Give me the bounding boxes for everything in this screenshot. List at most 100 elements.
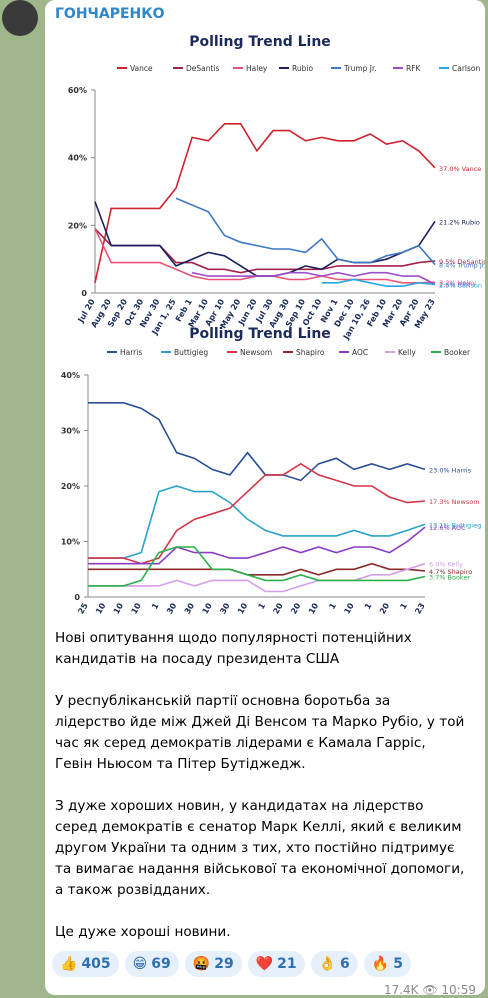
reaction-emoji: ❤️ — [255, 956, 274, 972]
end-value-label: 2.6% — [439, 281, 456, 289]
reaction-emoji: 🔥 — [371, 956, 390, 972]
time: 10:59 — [441, 983, 476, 997]
paragraph: Це дуже хороші новини. — [55, 924, 231, 940]
reaction-emoji: 👍 — [60, 956, 78, 972]
y-tick-label: 40% — [68, 154, 87, 163]
legend-label: Kelly — [398, 348, 416, 357]
reaction-count: 6 — [340, 956, 350, 972]
end-label: 17.3% Newsom — [429, 498, 480, 506]
legend-label: Vance — [130, 64, 153, 73]
series-line — [191, 271, 436, 285]
end-series-name: DeSantis — [458, 258, 485, 266]
reaction[interactable]: 👌 6 — [310, 951, 358, 977]
series-line — [321, 278, 436, 287]
legend-label: AOC — [352, 348, 368, 357]
reaction[interactable]: ❤️ 21 — [247, 951, 305, 977]
series-line — [175, 197, 436, 266]
end-label: 8.4% Trump Jr. — [439, 262, 485, 270]
end-series-name: Trump Jr. — [457, 262, 485, 270]
legend-label: Rubio — [292, 64, 313, 73]
end-value-label: 37.0% — [439, 165, 460, 173]
channel-name[interactable]: ГОНЧАРЕНКО — [55, 6, 165, 22]
reaction[interactable]: 😁 69 — [124, 951, 179, 977]
legend-label: Harris — [120, 348, 142, 357]
end-series-name: Harris — [452, 466, 472, 474]
x-tick-label: 1 — [257, 601, 268, 611]
end-label: 2.6% RFK — [439, 281, 471, 289]
y-tick-label: 40% — [61, 371, 80, 380]
end-label: 37.0% Vance — [439, 165, 481, 173]
meta: 17.4K 👁 10:59 — [383, 983, 476, 997]
end-label: 3.7% Booker — [429, 573, 470, 581]
end-label: 23.0% Harris — [429, 466, 472, 474]
series-line — [88, 546, 426, 587]
end-label: 12.6% AOC — [429, 524, 466, 532]
end-value-label: 21.2% — [439, 218, 460, 226]
end-series-name: Haley — [458, 279, 477, 287]
end-label: 2.5% Carlson — [439, 282, 482, 290]
legend-label: Shapiro — [296, 348, 325, 357]
end-value-label: 23.0% — [429, 466, 450, 474]
x-tick-label: 1 — [150, 601, 161, 611]
end-value-label: 2.5% — [439, 282, 456, 290]
end-series-name: Shapiro — [448, 568, 473, 576]
legend-label: Buttigieg — [174, 348, 208, 357]
end-value-label: 4.7% — [429, 568, 446, 576]
views: 17.4K — [383, 983, 419, 997]
paragraph: З дуже хороших новин, у кандидатах на лі… — [55, 798, 465, 898]
y-tick-label: 20% — [68, 221, 87, 230]
end-value-label: 3.7% — [429, 573, 446, 581]
legend-label: DeSantis — [186, 64, 220, 73]
legend-label: RFK — [406, 64, 422, 73]
series-line — [88, 562, 426, 576]
end-label: 4.7% Shapiro — [429, 568, 472, 576]
end-label: 21.2% Rubio — [439, 218, 480, 226]
reaction-count: 69 — [151, 956, 171, 972]
reactions: 👍 405 😁 69 🤬 29 ❤️ 21 👌 6 🔥 5 — [52, 951, 411, 977]
y-tick-label: 20% — [61, 482, 80, 491]
series-line — [88, 485, 426, 559]
x-tick-label: 1 — [363, 601, 374, 611]
reaction[interactable]: 👍 405 — [52, 951, 119, 977]
end-label: 9.5% DeSantis — [439, 258, 485, 266]
series-line — [88, 526, 426, 565]
reaction-emoji: 👌 — [318, 956, 337, 972]
end-series-name: Vance — [462, 165, 482, 173]
end-series-name: Newsom — [452, 498, 480, 506]
avatar[interactable] — [2, 0, 38, 36]
reaction-count: 29 — [214, 956, 234, 972]
charts-image: Polling Trend Line Vance DeSantis Haley Rubi… — [45, 28, 485, 628]
series-line — [88, 562, 426, 593]
x-tick-label: 1 — [398, 601, 409, 611]
chart-title: Polling Trend Line — [189, 34, 331, 50]
end-series-name: Buttigieg — [452, 521, 482, 529]
end-series-name: Rubio — [462, 218, 480, 226]
reaction-count: 21 — [277, 956, 297, 972]
post-text: Нові опитування щодо популярності потенц… — [55, 628, 465, 964]
reaction-emoji: 😁 — [132, 956, 148, 972]
series-line — [88, 402, 426, 482]
end-series-name: RFK — [458, 281, 471, 289]
end-label: 3.2% Haley — [439, 279, 476, 287]
end-value-label: 12.6% — [429, 524, 450, 532]
y-tick-label: 30% — [61, 427, 80, 436]
y-tick-label: 0 — [74, 593, 80, 602]
end-value-label: 3.2% — [439, 279, 456, 287]
reaction[interactable]: 🔥 5 — [363, 951, 411, 977]
end-series-name: AOC — [452, 524, 466, 532]
end-series-name: Kelly — [448, 561, 464, 569]
y-tick-label: 10% — [61, 538, 80, 547]
series-line — [88, 462, 426, 565]
end-value-label: 8.4% — [439, 262, 456, 270]
x-tick-label: 1 — [327, 601, 338, 611]
paragraph: У республіканській партії основна бороть… — [55, 693, 465, 772]
y-tick-label: 60% — [68, 86, 87, 95]
end-value-label: 13.1% — [429, 521, 450, 529]
legend-label: Newsom — [240, 348, 272, 357]
end-value-label: 6.0% — [429, 561, 446, 569]
reaction-count: 405 — [81, 956, 111, 972]
legend-label: Trump Jr. — [343, 64, 377, 73]
end-label: 13.1% Buttigieg — [429, 521, 481, 529]
reaction[interactable]: 🤬 29 — [184, 951, 242, 977]
